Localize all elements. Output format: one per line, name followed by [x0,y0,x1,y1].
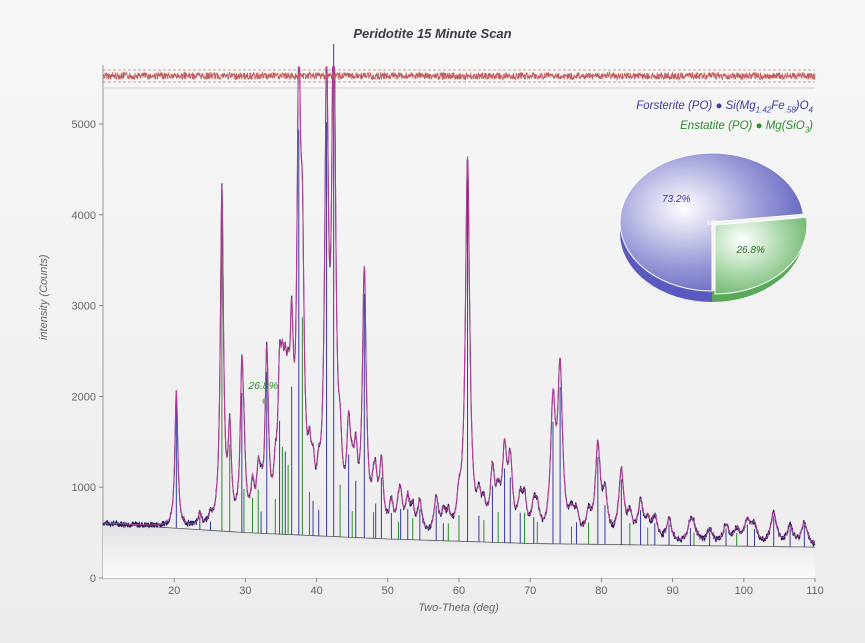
x-tick-label: 50 [382,585,394,597]
x-tick-label: 80 [595,585,607,597]
legend-entry-enstatite: Enstatite (PO) ● Mg(SiO3) [636,118,813,138]
legend-bullet-icon: ● [715,100,723,112]
y-axis-label: intensity (Counts) [38,254,50,340]
y-tick-label: 4000 [72,210,96,222]
y-tick-label: 1000 [72,482,96,494]
pie-label: 26.8% [736,245,765,256]
x-tick-label: 60 [453,585,465,597]
x-tick-label: 100 [735,585,753,597]
legend-entry-forsterite: Forsterite (PO) ● Si(Mg1.42Fe.58)O4 [636,98,813,118]
legend-bullet-icon: ● [755,120,763,133]
x-tick-label: 70 [524,585,536,597]
x-axis-label: Two-Theta (deg) [418,602,499,614]
legend-forsterite-name: Forsterite (PO) [636,100,713,112]
x-tick-label: 110 [806,585,824,597]
pie-slice-forsterite-side [620,222,712,302]
legend-forsterite-formula: Si(Mg1.42Fe.58)O4 [725,100,813,115]
y-tick-label: 3000 [72,301,96,313]
pie-slice-forsterite [619,152,804,292]
legend: Forsterite (PO) ● Si(Mg1.42Fe.58)O4 Enst… [636,98,813,139]
legend-enstatite-name: Enstatite (PO) [680,120,753,133]
x-tick-label: 90 [666,585,678,597]
pie-slice-enstatite [714,216,808,295]
y-tick-label: 2000 [72,391,96,403]
y-tick-label: 5000 [72,119,96,131]
x-tick-label: 40 [310,585,322,597]
x-tick-label: 30 [239,585,251,597]
legend-enstatite-formula: Mg(SiO3) [765,120,813,135]
y-tick-label: 0 [90,573,96,585]
residual-line [102,70,816,81]
pie-label: 73.2% [662,194,690,205]
annotation-label: 26.8% [247,380,278,392]
chart-title: Peridotite 15 Minute Scan [353,26,512,41]
observed-line [102,66,816,548]
x-tick-label: 20 [168,585,180,597]
pie-center-label: v/s [707,218,717,227]
annotation-marker [262,398,269,405]
background-fill [103,523,815,578]
calculated-line [102,66,816,545]
